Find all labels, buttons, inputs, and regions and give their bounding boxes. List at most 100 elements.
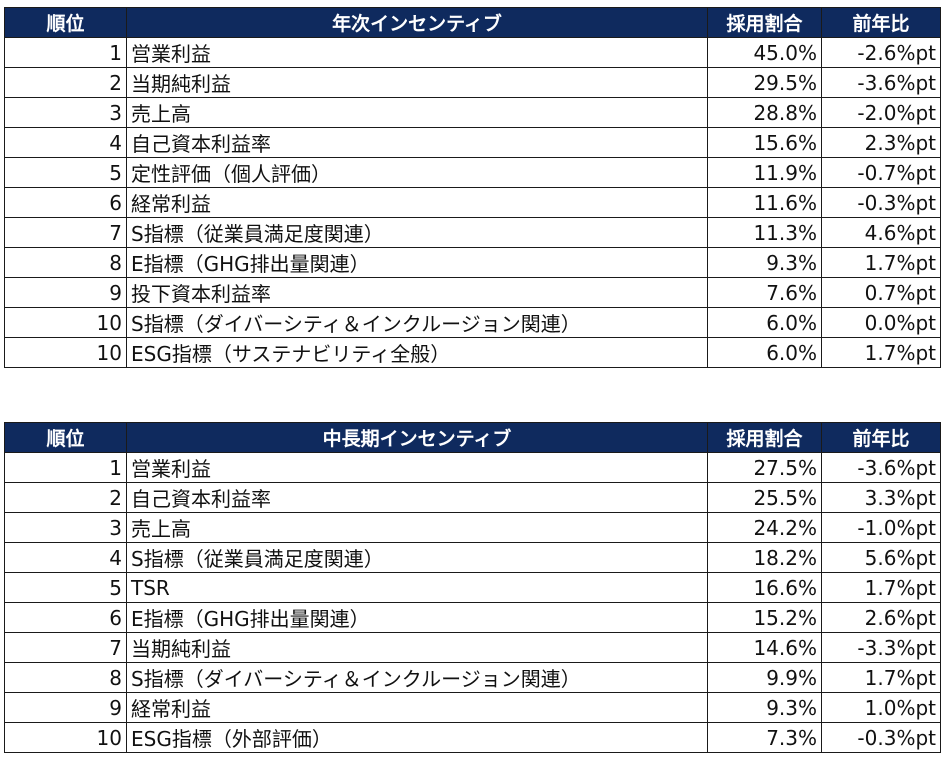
yoy-change-cell: 1.7%pt bbox=[821, 662, 941, 693]
rank-cell: 3 bbox=[4, 512, 127, 543]
header-adoption-rate: 採用割合 bbox=[707, 7, 822, 38]
yoy-change-cell: 2.3%pt bbox=[821, 127, 941, 158]
adoption-rate-cell: 11.3% bbox=[707, 217, 822, 248]
metric-name-cell: 営業利益 bbox=[126, 452, 708, 483]
rank-cell: 1 bbox=[4, 37, 127, 68]
yoy-change-cell: -0.3%pt bbox=[821, 722, 941, 753]
adoption-rate-cell: 27.5% bbox=[707, 452, 822, 483]
header-rank: 順位 bbox=[4, 7, 127, 38]
metric-name-cell: 経常利益 bbox=[126, 692, 708, 723]
adoption-rate-cell: 6.0% bbox=[707, 307, 822, 338]
table-row: 1 営業利益 45.0% -2.6%pt bbox=[4, 37, 941, 68]
adoption-rate-cell: 29.5% bbox=[707, 67, 822, 98]
metric-name-cell: 当期純利益 bbox=[126, 632, 708, 663]
adoption-rate-cell: 7.3% bbox=[707, 722, 822, 753]
yoy-change-cell: 1.7%pt bbox=[821, 572, 941, 603]
adoption-rate-cell: 18.2% bbox=[707, 542, 822, 573]
header-adoption-rate: 採用割合 bbox=[707, 422, 822, 453]
adoption-rate-cell: 28.8% bbox=[707, 97, 822, 128]
table-row: 9 経常利益 9.3% 1.0%pt bbox=[4, 692, 941, 723]
yoy-change-cell: 4.6%pt bbox=[821, 217, 941, 248]
rank-cell: 4 bbox=[4, 127, 127, 158]
rank-cell: 3 bbox=[4, 97, 127, 128]
header-metric: 年次インセンティブ bbox=[126, 7, 708, 38]
yoy-change-cell: -2.6%pt bbox=[821, 37, 941, 68]
metric-name-cell: 自己資本利益率 bbox=[126, 127, 708, 158]
adoption-rate-cell: 11.6% bbox=[707, 187, 822, 218]
rank-cell: 8 bbox=[4, 247, 127, 278]
yoy-change-cell: -0.7%pt bbox=[821, 157, 941, 188]
metric-name-cell: S指標（従業員満足度関連） bbox=[126, 217, 708, 248]
adoption-rate-cell: 9.9% bbox=[707, 662, 822, 693]
metric-name-cell: S指標（従業員満足度関連） bbox=[126, 542, 708, 573]
rank-cell: 4 bbox=[4, 542, 127, 573]
metric-name-cell: 自己資本利益率 bbox=[126, 482, 708, 513]
adoption-rate-cell: 15.6% bbox=[707, 127, 822, 158]
table-row: 10 ESG指標（サステナビリティ全般） 6.0% 1.7%pt bbox=[4, 337, 941, 368]
table-row: 10 S指標（ダイバーシティ＆インクルージョン関連） 6.0% 0.0%pt bbox=[4, 307, 941, 338]
adoption-rate-cell: 6.0% bbox=[707, 337, 822, 368]
table-header-row: 順位 中長期インセンティブ 採用割合 前年比 bbox=[4, 422, 941, 453]
rank-cell: 10 bbox=[4, 722, 127, 753]
metric-name-cell: ESG指標（サステナビリティ全般） bbox=[126, 337, 708, 368]
header-rank: 順位 bbox=[4, 422, 127, 453]
metric-name-cell: 売上高 bbox=[126, 97, 708, 128]
rank-cell: 9 bbox=[4, 692, 127, 723]
table-header-row: 順位 年次インセンティブ 採用割合 前年比 bbox=[4, 7, 941, 38]
rank-cell: 9 bbox=[4, 277, 127, 308]
metric-name-cell: E指標（GHG排出量関連） bbox=[126, 247, 708, 278]
header-yoy-change: 前年比 bbox=[821, 422, 941, 453]
table-row: 6 E指標（GHG排出量関連） 15.2% 2.6%pt bbox=[4, 602, 941, 633]
metric-name-cell: 定性評価（個人評価） bbox=[126, 157, 708, 188]
yoy-change-cell: 2.6%pt bbox=[821, 602, 941, 633]
yoy-change-cell: 1.0%pt bbox=[821, 692, 941, 723]
yoy-change-cell: 0.0%pt bbox=[821, 307, 941, 338]
adoption-rate-cell: 15.2% bbox=[707, 602, 822, 633]
rank-cell: 5 bbox=[4, 157, 127, 188]
metric-name-cell: 経常利益 bbox=[126, 187, 708, 218]
rank-cell: 5 bbox=[4, 572, 127, 603]
yoy-change-cell: -3.6%pt bbox=[821, 67, 941, 98]
metric-name-cell: S指標（ダイバーシティ＆インクルージョン関連） bbox=[126, 307, 708, 338]
header-yoy-change: 前年比 bbox=[821, 7, 941, 38]
annual-incentive-table: 順位 年次インセンティブ 採用割合 前年比 1 営業利益 45.0% -2.6%pt 2… bbox=[4, 7, 941, 368]
metric-name-cell: E指標（GHG排出量関連） bbox=[126, 602, 708, 633]
rank-cell: 10 bbox=[4, 307, 127, 338]
metric-name-cell: 投下資本利益率 bbox=[126, 277, 708, 308]
table-row: 5 TSR 16.6% 1.7%pt bbox=[4, 572, 941, 603]
table-row: 10 ESG指標（外部評価） 7.3% -0.3%pt bbox=[4, 722, 941, 753]
table-row: 3 売上高 28.8% -2.0%pt bbox=[4, 97, 941, 128]
table-row: 6 経常利益 11.6% -0.3%pt bbox=[4, 187, 941, 218]
rank-cell: 7 bbox=[4, 217, 127, 248]
rank-cell: 10 bbox=[4, 337, 127, 368]
rank-cell: 2 bbox=[4, 482, 127, 513]
table-row: 4 S指標（従業員満足度関連） 18.2% 5.6%pt bbox=[4, 542, 941, 573]
adoption-rate-cell: 9.3% bbox=[707, 692, 822, 723]
yoy-change-cell: 1.7%pt bbox=[821, 247, 941, 278]
adoption-rate-cell: 16.6% bbox=[707, 572, 822, 603]
yoy-change-cell: 1.7%pt bbox=[821, 337, 941, 368]
table-row: 8 E指標（GHG排出量関連） 9.3% 1.7%pt bbox=[4, 247, 941, 278]
table-row: 4 自己資本利益率 15.6% 2.3%pt bbox=[4, 127, 941, 158]
rank-cell: 7 bbox=[4, 632, 127, 663]
table-row: 5 定性評価（個人評価） 11.9% -0.7%pt bbox=[4, 157, 941, 188]
adoption-rate-cell: 24.2% bbox=[707, 512, 822, 543]
table-row: 9 投下資本利益率 7.6% 0.7%pt bbox=[4, 277, 941, 308]
yoy-change-cell: 0.7%pt bbox=[821, 277, 941, 308]
metric-name-cell: 営業利益 bbox=[126, 37, 708, 68]
metric-name-cell: 売上高 bbox=[126, 512, 708, 543]
table-row: 8 S指標（ダイバーシティ＆インクルージョン関連） 9.9% 1.7%pt bbox=[4, 662, 941, 693]
yoy-change-cell: -1.0%pt bbox=[821, 512, 941, 543]
table-row: 1 営業利益 27.5% -3.6%pt bbox=[4, 452, 941, 483]
table-row: 3 売上高 24.2% -1.0%pt bbox=[4, 512, 941, 543]
metric-name-cell: S指標（ダイバーシティ＆インクルージョン関連） bbox=[126, 662, 708, 693]
metric-name-cell: 当期純利益 bbox=[126, 67, 708, 98]
adoption-rate-cell: 25.5% bbox=[707, 482, 822, 513]
table-row: 7 S指標（従業員満足度関連） 11.3% 4.6%pt bbox=[4, 217, 941, 248]
adoption-rate-cell: 11.9% bbox=[707, 157, 822, 188]
adoption-rate-cell: 45.0% bbox=[707, 37, 822, 68]
yoy-change-cell: -2.0%pt bbox=[821, 97, 941, 128]
adoption-rate-cell: 14.6% bbox=[707, 632, 822, 663]
adoption-rate-cell: 7.6% bbox=[707, 277, 822, 308]
metric-name-cell: ESG指標（外部評価） bbox=[126, 722, 708, 753]
